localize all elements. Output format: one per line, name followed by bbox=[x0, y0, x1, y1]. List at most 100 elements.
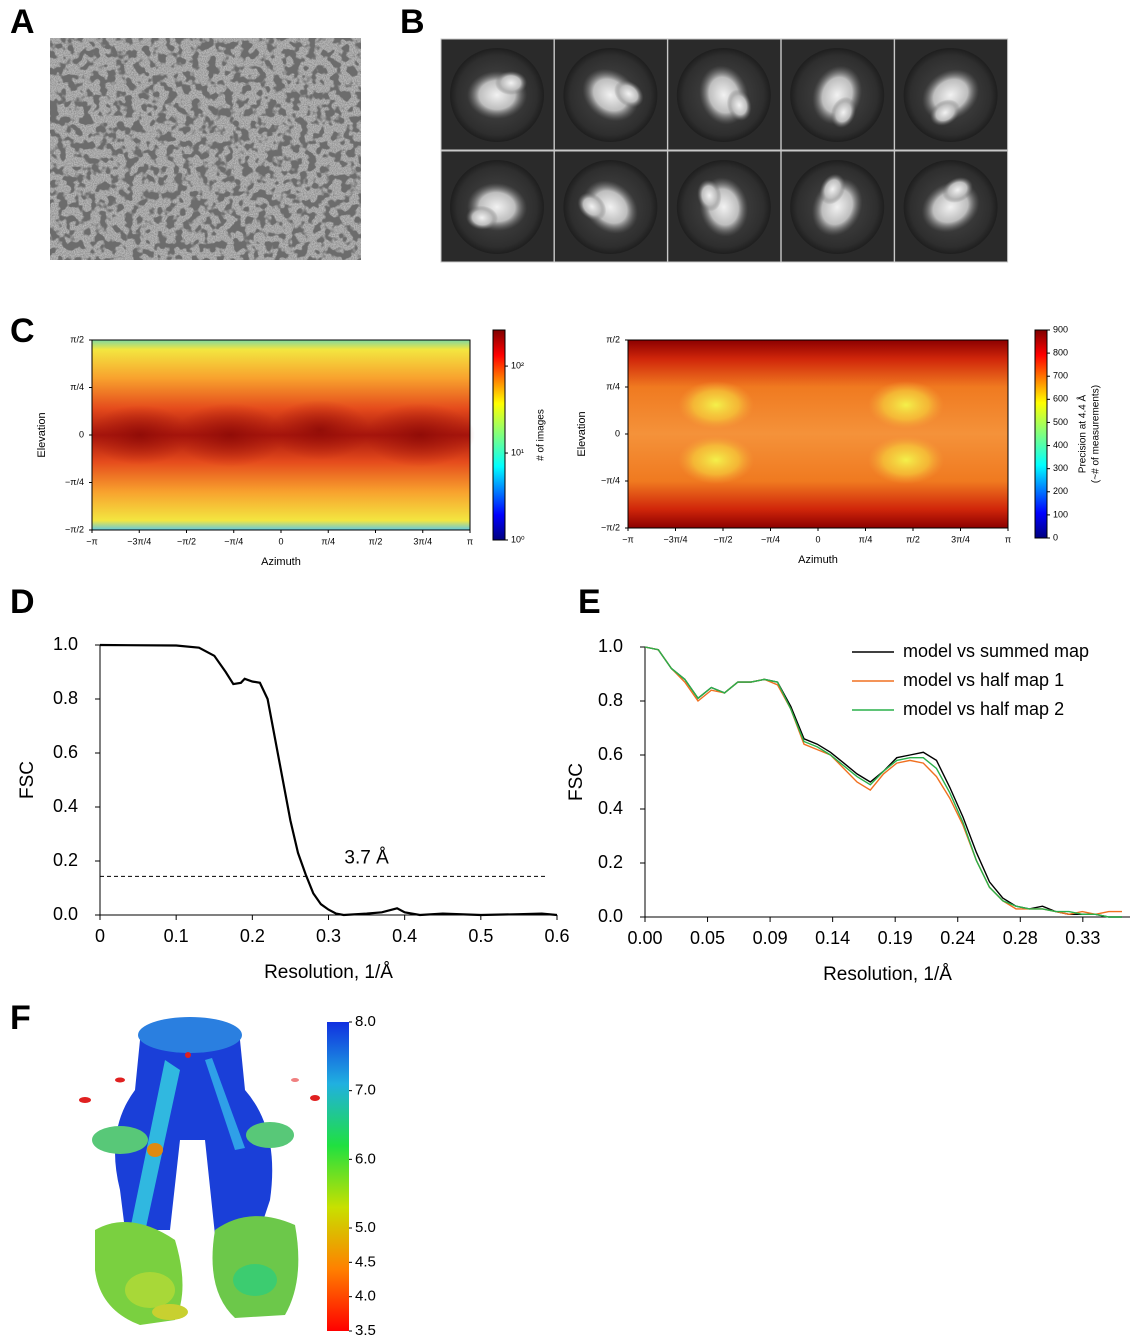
decoration bbox=[270, 400, 370, 460]
decoration bbox=[115, 1077, 125, 1083]
colorbar-tick-label: 900 bbox=[1053, 324, 1068, 334]
colorbar-tick-label: 800 bbox=[1053, 347, 1068, 357]
class-blob bbox=[577, 192, 607, 221]
decoration bbox=[291, 1078, 299, 1082]
y-tick-label: 0.0 bbox=[598, 906, 623, 926]
class-blob bbox=[466, 205, 498, 230]
decoration bbox=[868, 381, 944, 429]
x-tick-label: 0.24 bbox=[940, 928, 975, 948]
decoration bbox=[50, 38, 361, 260]
y-tick-label: π/2 bbox=[606, 334, 620, 344]
class-blob bbox=[726, 89, 752, 121]
class-blob bbox=[830, 96, 856, 128]
plot-frame bbox=[627, 339, 1009, 529]
panel-label: E bbox=[578, 583, 601, 621]
class-blob bbox=[942, 177, 973, 203]
decoration bbox=[175, 403, 285, 467]
y-axis-label: Elevation bbox=[36, 412, 48, 457]
decoration bbox=[125, 1272, 175, 1308]
y-tick-label: 0 bbox=[79, 429, 84, 439]
y-tick-label: π/4 bbox=[70, 382, 84, 392]
x-tick-label: 0.5 bbox=[468, 926, 493, 946]
y-tick-label: π/2 bbox=[70, 334, 84, 344]
x-tick-label: π/4 bbox=[321, 536, 335, 546]
legend-label: model vs half map 1 bbox=[903, 670, 1064, 690]
y-tick-label: 0.4 bbox=[53, 796, 78, 816]
x-tick-label: 0.09 bbox=[753, 928, 788, 948]
x-tick-label: −3π/4 bbox=[664, 534, 688, 544]
decoration bbox=[678, 436, 754, 484]
series-line bbox=[644, 646, 1122, 918]
colorbar-tick-label: 10¹ bbox=[511, 447, 524, 457]
density-map bbox=[79, 1017, 320, 1325]
y-tick-label: 1.0 bbox=[598, 636, 623, 656]
x-axis-label: Resolution, 1/Å bbox=[823, 964, 952, 985]
x-tick-label: π bbox=[1005, 534, 1011, 544]
colorbar-tick-label: 0 bbox=[1053, 532, 1058, 542]
colorbar bbox=[327, 1022, 349, 1331]
class-blob bbox=[495, 71, 527, 95]
x-tick-label: −π/2 bbox=[714, 534, 733, 544]
annotation: 3.7 Å bbox=[344, 847, 389, 868]
colorbar-label: Precision at 4.4 Å bbox=[1076, 394, 1089, 473]
y-tick-label: −π/2 bbox=[65, 524, 84, 534]
x-tick-label: 0 bbox=[95, 926, 105, 946]
y-tick-label: 0.0 bbox=[53, 904, 78, 924]
colorbar-tick-label: 100 bbox=[1053, 509, 1068, 519]
x-tick-label: −π/2 bbox=[177, 536, 196, 546]
class-blob bbox=[614, 80, 644, 108]
x-tick-label: π/2 bbox=[369, 536, 383, 546]
colorbar-tick-label: 600 bbox=[1053, 394, 1068, 404]
decoration bbox=[205, 1058, 245, 1150]
decoration bbox=[90, 405, 190, 465]
plot-frame bbox=[91, 339, 471, 531]
colorbar-label: # of images bbox=[536, 409, 547, 461]
x-tick-label: 3π/4 bbox=[413, 536, 432, 546]
x-axis-label: Azimuth bbox=[798, 554, 838, 566]
colorbar-tick-label: 10⁰ bbox=[511, 534, 525, 544]
x-tick-label: π/2 bbox=[906, 534, 920, 544]
y-tick-label: π/4 bbox=[606, 381, 620, 391]
panel-label: F bbox=[10, 999, 31, 1037]
y-tick-label: −π/4 bbox=[601, 475, 620, 485]
decoration bbox=[868, 436, 944, 484]
colorbar-tick-label: 5.0 bbox=[355, 1219, 376, 1236]
x-axis-label: Azimuth bbox=[261, 556, 301, 568]
colorbar-tick-label: 3.5 bbox=[355, 1322, 376, 1339]
y-axis-label: FSC bbox=[566, 763, 587, 801]
x-tick-label: π bbox=[467, 536, 473, 546]
colorbar-label: (~# of measurements) bbox=[1091, 385, 1102, 483]
x-tick-label: 0.1 bbox=[164, 926, 189, 946]
y-tick-label: 0 bbox=[615, 428, 620, 438]
class-blob bbox=[819, 173, 846, 205]
colorbar-tick-label: 6.0 bbox=[355, 1150, 376, 1167]
decoration bbox=[678, 381, 754, 429]
x-tick-label: 0.19 bbox=[878, 928, 913, 948]
colorbar bbox=[1034, 329, 1048, 539]
x-tick-label: −π bbox=[622, 534, 633, 544]
decoration bbox=[233, 1264, 277, 1296]
decoration bbox=[92, 1126, 148, 1154]
colorbar-tick-label: 300 bbox=[1053, 463, 1068, 473]
x-tick-label: 0.14 bbox=[815, 928, 850, 948]
x-tick-label: 0.28 bbox=[1003, 928, 1038, 948]
panel-label: B bbox=[400, 3, 425, 41]
panel-label: D bbox=[10, 583, 35, 621]
y-tick-label: −π/2 bbox=[601, 522, 620, 532]
y-tick-label: −π/4 bbox=[65, 477, 84, 487]
x-tick-label: 0 bbox=[815, 534, 820, 544]
colorbar-tick-label: 4.0 bbox=[355, 1288, 376, 1305]
decoration bbox=[365, 403, 475, 467]
colorbar bbox=[492, 329, 506, 541]
x-tick-label: π/4 bbox=[859, 534, 873, 544]
y-tick-label: 0.8 bbox=[598, 690, 623, 710]
colorbar-tick-label: 700 bbox=[1053, 371, 1068, 381]
decoration bbox=[147, 1143, 163, 1157]
decoration bbox=[79, 1097, 91, 1103]
x-axis-label: Resolution, 1/Å bbox=[264, 962, 393, 983]
colorbar-tick-label: 10² bbox=[511, 360, 524, 370]
x-tick-label: 0.05 bbox=[690, 928, 725, 948]
x-tick-label: 3π/4 bbox=[951, 534, 970, 544]
